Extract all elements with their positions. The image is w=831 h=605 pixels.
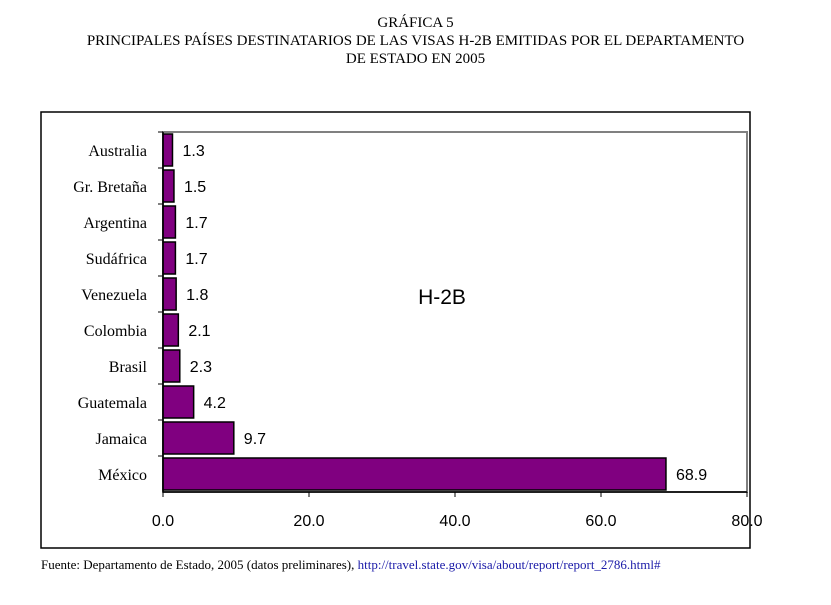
title-line-1: GRÁFICA 5 xyxy=(377,15,454,31)
bar-2 xyxy=(162,205,177,239)
bar-7 xyxy=(162,385,195,419)
bar-0 xyxy=(162,133,174,167)
bar-5 xyxy=(162,313,180,347)
value-label: 2.1 xyxy=(188,323,210,340)
value-label: 1.3 xyxy=(182,143,204,160)
category-label: Brasil xyxy=(109,359,148,376)
value-label: 2.3 xyxy=(190,359,212,376)
value-label: 1.5 xyxy=(184,179,206,196)
x-tick-label: 0.0 xyxy=(152,513,174,530)
bar-9 xyxy=(162,457,667,491)
value-label: 1.7 xyxy=(185,215,207,232)
category-label: Sudáfrica xyxy=(86,251,147,268)
bar-4 xyxy=(162,277,177,311)
source-text: Fuente: Departamento de Estado, 2005 (da… xyxy=(41,557,358,572)
category-label: Gr. Bretaña xyxy=(73,179,147,196)
x-tick-label: 20.0 xyxy=(293,513,324,530)
source-link[interactable]: http://travel.state.gov/visa/about/repor… xyxy=(357,557,661,572)
bar-1 xyxy=(162,169,175,203)
category-label: Guatemala xyxy=(78,395,147,412)
category-label: Argentina xyxy=(83,215,147,232)
bar-8 xyxy=(162,421,235,455)
chart-title: GRÁFICA 5 PRINCIPALES PAÍSES DESTINATARI… xyxy=(0,14,831,68)
x-tick-label: 80.0 xyxy=(731,513,762,530)
category-label: Jamaica xyxy=(95,431,147,448)
value-label: 9.7 xyxy=(244,431,266,448)
value-label: 4.2 xyxy=(204,395,226,412)
category-label: México xyxy=(98,467,147,484)
title-line-3: DE ESTADO EN 2005 xyxy=(345,51,486,67)
title-line-2: PRINCIPALES PAÍSES DESTINATARIOS DE LAS … xyxy=(86,33,745,49)
bar-3 xyxy=(162,241,177,275)
category-label: Australia xyxy=(88,143,147,160)
category-label: Colombia xyxy=(84,323,147,340)
value-label: 1.8 xyxy=(186,287,208,304)
x-tick-label: 40.0 xyxy=(439,513,470,530)
bar-6 xyxy=(162,349,181,383)
value-label: 1.7 xyxy=(185,251,207,268)
category-label: Venezuela xyxy=(81,287,147,304)
value-label: 68.9 xyxy=(676,467,707,484)
x-tick-label: 60.0 xyxy=(585,513,616,530)
source-note: Fuente: Departamento de Estado, 2005 (da… xyxy=(41,557,821,573)
series-annotation: H-2B xyxy=(418,286,466,309)
